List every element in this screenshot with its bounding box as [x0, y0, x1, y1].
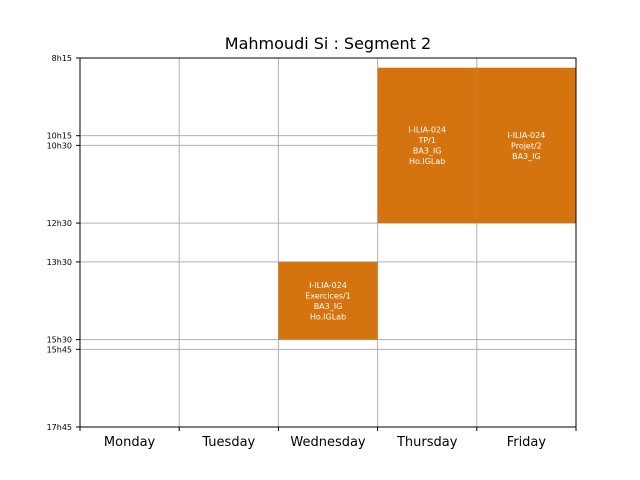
y-tick-label: 10h30	[47, 141, 72, 150]
event-label-line: I-ILIA-024	[408, 126, 446, 135]
event-rect	[476, 67, 576, 224]
chart-title: Mahmoudi Si : Segment 2	[225, 34, 431, 53]
x-tick-label-tuesday: Tuesday	[201, 435, 255, 450]
y-tick-label: 10h15	[47, 132, 72, 141]
event-label-line: BA3_IG	[413, 147, 442, 156]
y-tick-label: 13h30	[47, 258, 72, 267]
event-label-line: Ho.IGLab	[409, 157, 445, 166]
y-tick-label: 12h30	[47, 219, 72, 228]
x-tick-label-monday: Monday	[104, 435, 156, 450]
events-layer: I-ILIA-024Exercices/1BA3_IGHo.IGLabI-ILI…	[278, 67, 576, 340]
event-label-line: Ho.IGLab	[310, 313, 346, 322]
event-label-line: Exercices/1	[305, 292, 350, 301]
plot-frame	[79, 57, 577, 428]
event-label-line: I-ILIA-024	[507, 131, 545, 140]
event-label-line: TP/1	[417, 136, 436, 145]
event-label-line: BA3_IG	[512, 152, 541, 161]
y-tick-label: 15h45	[47, 345, 72, 354]
event-rect	[278, 261, 378, 340]
y-tick-label: 17h45	[47, 423, 72, 432]
y-tick-label: 8h15	[52, 54, 72, 63]
x-tick-label-thursday: Thursday	[396, 435, 458, 450]
y-tick-label: 15h30	[47, 336, 72, 345]
event-label-line: I-ILIA-024	[309, 281, 347, 290]
event-rect	[377, 67, 477, 224]
event-label-line: Projet/2	[511, 141, 542, 150]
event-label-line: BA3_IG	[314, 302, 343, 311]
x-tick-label-friday: Friday	[507, 435, 547, 450]
x-tick-label-wednesday: Wednesday	[290, 435, 366, 450]
